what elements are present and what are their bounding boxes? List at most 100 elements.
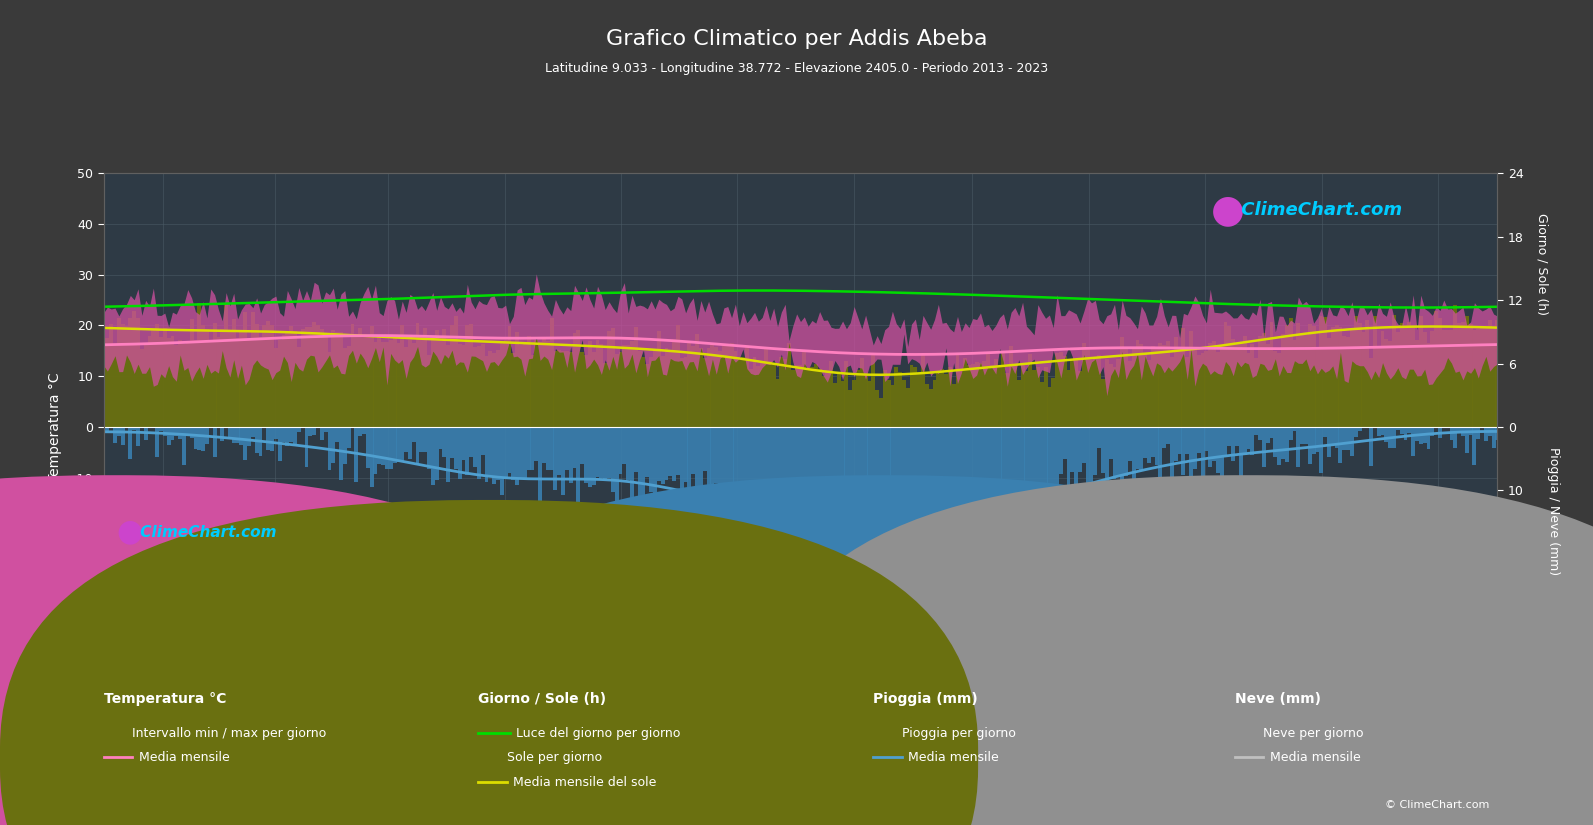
Bar	[296, 427, 301, 431]
Bar	[645, 427, 650, 477]
Bar	[1258, 336, 1262, 427]
Bar	[198, 427, 201, 450]
Bar	[239, 332, 244, 427]
Bar	[492, 427, 495, 483]
Bar	[470, 427, 473, 457]
Bar	[1319, 427, 1324, 474]
Bar	[688, 342, 691, 427]
Bar	[282, 335, 285, 427]
Bar	[435, 427, 438, 479]
Bar	[503, 340, 508, 427]
Bar	[1469, 427, 1472, 435]
Bar	[1461, 323, 1466, 427]
Bar	[956, 355, 959, 427]
Bar	[233, 318, 236, 427]
Bar	[405, 347, 408, 427]
Bar	[615, 354, 618, 427]
Bar	[1174, 427, 1177, 461]
Bar	[274, 348, 277, 427]
Bar	[1327, 337, 1330, 427]
Bar	[695, 427, 699, 498]
Bar	[542, 339, 546, 427]
Bar	[718, 427, 722, 521]
Bar	[871, 355, 875, 427]
Bar	[1005, 427, 1010, 524]
Bar	[277, 427, 282, 460]
Bar	[1330, 427, 1335, 446]
Bar	[266, 321, 271, 427]
Bar	[400, 324, 405, 427]
Bar	[274, 427, 277, 439]
Bar	[1427, 427, 1431, 449]
Bar	[451, 325, 454, 427]
Bar	[190, 427, 194, 437]
Bar	[174, 427, 178, 436]
Bar	[1144, 427, 1147, 458]
Bar	[550, 318, 553, 427]
Bar	[787, 343, 792, 427]
Bar	[959, 427, 964, 515]
Bar	[1365, 320, 1368, 427]
Bar	[722, 427, 726, 506]
Bar	[1150, 346, 1155, 427]
Bar	[255, 324, 258, 427]
Bar	[201, 325, 205, 427]
Text: Giorno / Sole (h): Giorno / Sole (h)	[1536, 213, 1548, 315]
Bar	[342, 348, 347, 427]
Bar	[244, 313, 247, 427]
Bar	[155, 324, 159, 427]
Bar	[1163, 427, 1166, 448]
Bar	[795, 427, 798, 542]
Bar	[642, 357, 645, 427]
Bar	[400, 427, 405, 460]
Bar	[1101, 379, 1106, 427]
Bar	[174, 345, 178, 427]
Bar	[1063, 427, 1067, 459]
Bar	[1395, 427, 1400, 430]
Bar	[986, 353, 991, 427]
Bar	[167, 337, 170, 427]
Bar	[1032, 370, 1035, 427]
Bar	[282, 427, 285, 442]
Bar	[989, 365, 994, 427]
Bar	[182, 344, 186, 427]
Bar	[1254, 358, 1258, 427]
Bar	[948, 367, 951, 427]
Bar	[926, 427, 929, 521]
Bar	[335, 427, 339, 441]
Bar	[683, 357, 688, 427]
Bar	[228, 332, 233, 427]
Bar	[1131, 427, 1136, 488]
Bar	[577, 427, 580, 507]
Bar	[454, 427, 457, 469]
Bar	[193, 427, 198, 449]
Bar	[1106, 360, 1109, 427]
Bar	[1207, 427, 1212, 467]
Bar	[370, 427, 373, 487]
Bar	[718, 351, 722, 427]
Bar	[102, 427, 105, 431]
Bar	[408, 340, 413, 427]
Bar	[105, 338, 110, 427]
Bar	[151, 329, 155, 427]
Bar	[894, 427, 898, 519]
Bar	[1016, 427, 1021, 507]
Bar	[508, 326, 511, 427]
Bar	[890, 427, 894, 534]
Bar	[558, 351, 561, 427]
Bar	[1330, 327, 1335, 427]
Bar	[451, 427, 454, 458]
Bar	[309, 427, 312, 436]
Bar	[569, 427, 572, 483]
Bar	[951, 427, 956, 515]
Bar	[902, 427, 906, 528]
Bar	[1453, 427, 1458, 448]
Bar	[550, 427, 553, 470]
Bar	[1112, 367, 1117, 427]
Bar	[1086, 349, 1090, 427]
Bar	[634, 328, 637, 427]
Bar	[162, 328, 167, 427]
Bar	[1163, 346, 1166, 427]
Bar	[116, 318, 121, 427]
Bar	[618, 351, 623, 427]
